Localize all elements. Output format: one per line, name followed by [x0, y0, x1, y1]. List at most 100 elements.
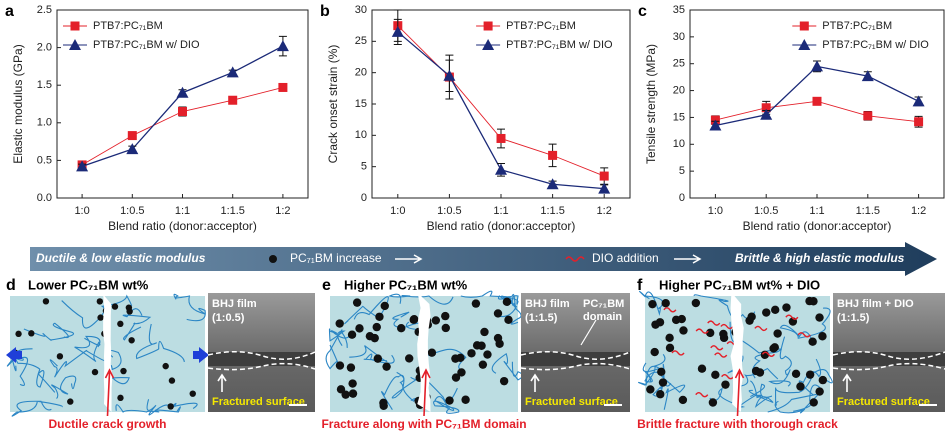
y-tick-label: 5	[679, 165, 685, 177]
fullerene-dot	[711, 370, 720, 380]
fullerene-dot	[648, 299, 657, 309]
fullerene-dot	[809, 297, 818, 306]
data-point	[861, 70, 874, 82]
sem-edge	[832, 351, 946, 360]
panel-label: b	[320, 3, 330, 20]
data-point	[709, 119, 722, 131]
panel-caption: Ductile crack growth	[48, 417, 166, 431]
fullerene-dot	[373, 354, 383, 363]
fullerene-dot	[771, 305, 780, 315]
fullerene-dot	[480, 327, 489, 337]
fullerene-dot	[461, 395, 470, 404]
fullerene-dot	[471, 299, 481, 308]
legend-label: PTB7:PC₇₁BM	[506, 20, 576, 32]
fullerene-dot	[809, 398, 818, 407]
series-line	[715, 65, 919, 127]
fullerene-dot	[747, 312, 756, 321]
polymer-chain	[433, 396, 460, 414]
crack	[730, 296, 744, 412]
data-point	[496, 133, 506, 143]
fullerene-dot	[755, 368, 765, 377]
banner-small-arrow	[674, 254, 702, 264]
sem-edge	[207, 351, 316, 360]
data-point	[178, 107, 187, 117]
y-axis-label: Tensile strength (MPa)	[644, 44, 658, 164]
sem-arrow	[842, 373, 852, 392]
x-tick-label: 1:2	[597, 205, 612, 217]
polymer-chain	[388, 293, 454, 305]
x-tick-label: 1:0	[74, 205, 89, 217]
fullerene-dot	[721, 380, 730, 389]
data-point	[226, 66, 239, 78]
polymer-chain	[748, 383, 774, 408]
x-tick-label: 1:1	[493, 205, 508, 217]
data-point	[443, 69, 456, 81]
data-point	[76, 160, 89, 172]
legend-marker	[69, 39, 81, 50]
data-point	[126, 143, 139, 155]
fullerene-dot	[493, 309, 503, 318]
sem-edge	[520, 351, 631, 360]
banner-squiggle	[565, 256, 585, 262]
y-tick-label: 30	[355, 4, 367, 16]
banner-dot	[269, 255, 277, 263]
polymer-chain	[693, 294, 756, 320]
polymer-chain	[146, 399, 198, 416]
data-point	[546, 178, 559, 190]
sem-label: (1:0.5)	[212, 312, 245, 324]
y-tick-label: 2.0	[37, 42, 52, 54]
polymer-chain	[49, 349, 106, 378]
fullerene-dot	[28, 330, 35, 337]
banner-arrow	[30, 242, 937, 276]
strain-arrow	[193, 347, 209, 363]
sem-surface-label: Fractured surface	[212, 396, 305, 408]
x-tick-label: 1:2	[275, 205, 290, 217]
data-point	[760, 108, 773, 120]
x-tick-label: 1:0.5	[754, 205, 778, 217]
legend-label: PTB7:PC₇₁BM	[93, 20, 163, 32]
data-point	[598, 182, 611, 194]
y-tick-label: 15	[355, 98, 367, 110]
fullerene-dot	[805, 370, 815, 379]
fullerene-dot	[661, 298, 670, 308]
fullerene-dot	[808, 337, 817, 346]
fullerene-dot	[796, 382, 805, 391]
panel-label: d	[6, 277, 16, 294]
fullerene-dot	[335, 361, 345, 370]
polymer-chain	[328, 328, 352, 346]
y-axis-label: Elastic modulus (GPa)	[11, 44, 25, 163]
x-axis-label: Blend ratio (donor:acceptor)	[108, 219, 257, 233]
data-point	[278, 82, 288, 92]
x-tick-label: 1:0.5	[120, 205, 144, 217]
fullerene-dot	[365, 331, 375, 341]
sem-edge	[520, 362, 631, 371]
banner-small-arrow	[395, 254, 423, 264]
fullerene-dot	[791, 369, 801, 379]
panel-title: Higher PC₇₁BM wt%	[344, 277, 468, 292]
panel-caption: Brittle fracture with thorough crack	[637, 417, 838, 431]
sem-film	[521, 352, 630, 366]
fullerene-dot	[665, 343, 675, 353]
y-tick-label: 0	[361, 192, 367, 204]
fullerene-dot	[111, 303, 119, 310]
fullerene-dot	[128, 337, 135, 344]
sem-edge	[832, 362, 946, 371]
y-tick-label: 0.5	[37, 154, 52, 166]
fullerene-dot	[815, 313, 824, 322]
panel-title: Higher PC₇₁BM wt% + DIO	[659, 277, 820, 292]
data-point	[548, 150, 558, 160]
dio-mark	[720, 323, 734, 330]
polymer-chain	[11, 400, 63, 417]
fullerene-dot	[782, 303, 791, 312]
polymer-chain	[6, 356, 29, 386]
fullerene-dot	[677, 314, 686, 324]
fullerene-dot	[656, 390, 665, 399]
data-point	[761, 103, 771, 113]
sem-edge	[207, 362, 316, 371]
x-tick-label: 1:0.5	[437, 205, 461, 217]
y-tick-label: 30	[673, 31, 685, 43]
sem-arrow	[530, 373, 540, 392]
dio-mark	[797, 332, 811, 338]
fullerene-dot	[665, 333, 674, 343]
fullerene-dot	[706, 328, 715, 338]
